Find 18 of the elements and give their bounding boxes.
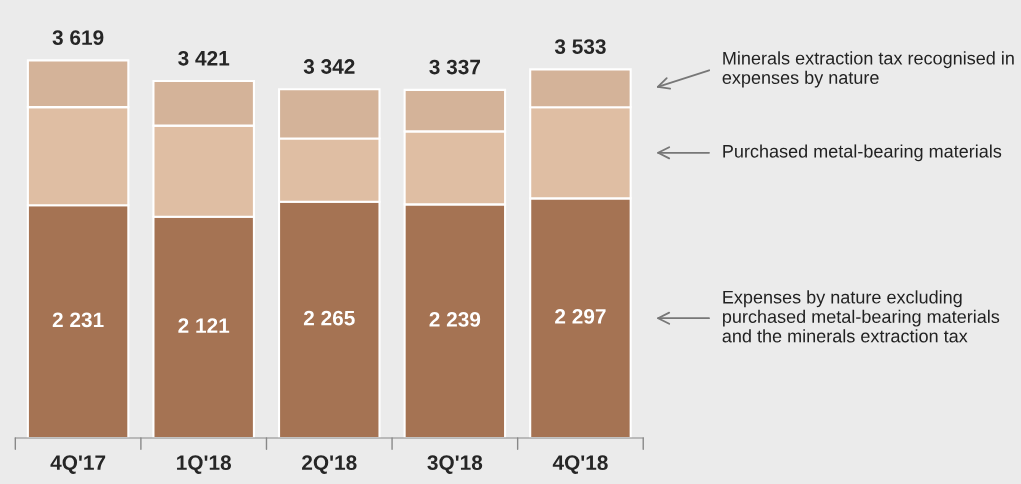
data-label: 2 239 (429, 312, 481, 327)
data-label: 2 297 (555, 309, 606, 324)
x-tick-label: 1Q'18 (177, 455, 232, 474)
text: Minerals extraction tax recognised in expenses by nature (722, 51, 1014, 88)
text: Purchased metal-bearing materials (723, 144, 1002, 162)
data-label: 2 121 (178, 318, 230, 333)
x-tick-label: 4Q'17 (50, 455, 106, 474)
total-label: 3 421 (178, 50, 230, 66)
total-label: 3 342 (303, 59, 355, 74)
total-label: 3 533 (554, 39, 606, 54)
x-tick-label: 4Q'18 (552, 455, 608, 474)
x-tick-label: 2Q'18 (302, 455, 357, 474)
data-label: 2 265 (303, 310, 355, 326)
total-label: 3 337 (429, 59, 481, 75)
x-tick-label: 3Q'18 (427, 455, 483, 474)
text: Expenses by nature excluding purchased metal-bearing materials and the minerals extraction tax (722, 290, 1000, 343)
total-label: 3 619 (52, 30, 104, 45)
data-label: 2 231 (52, 312, 104, 328)
